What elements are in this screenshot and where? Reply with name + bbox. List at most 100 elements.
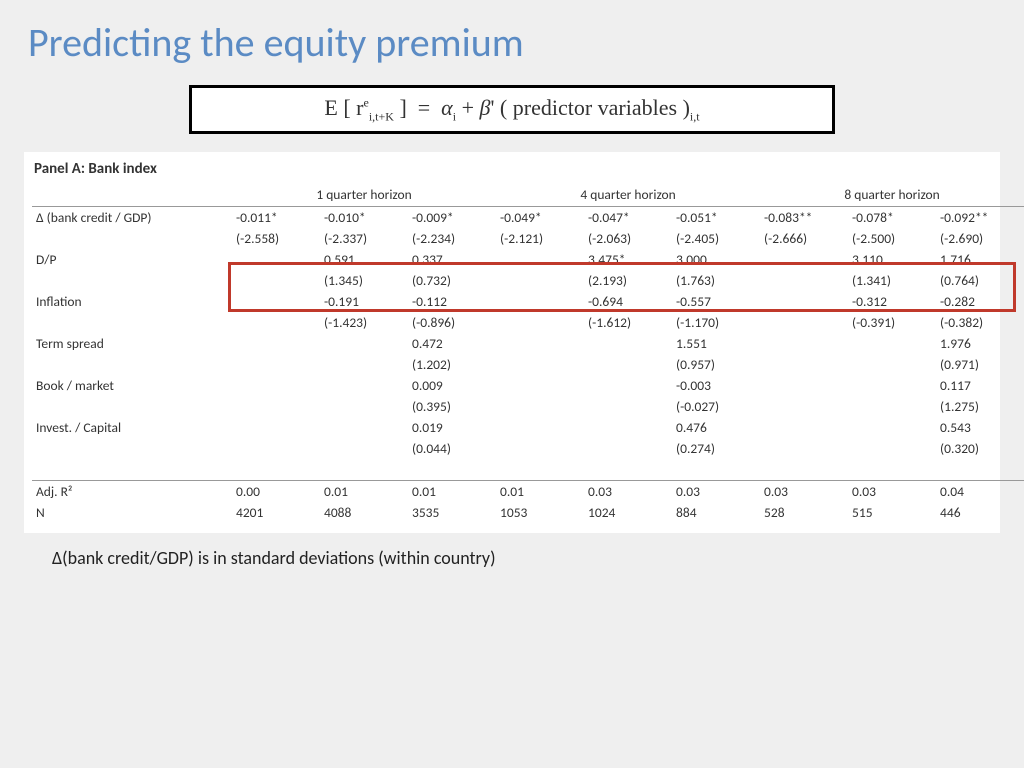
tstat-cell xyxy=(232,438,320,459)
adjr2-cell: 0.03 xyxy=(672,481,760,503)
coef-cell xyxy=(760,375,848,396)
n-cell: 1024 xyxy=(584,502,672,523)
column-group-headers: 1 quarter horizon4 quarter horizon8 quar… xyxy=(32,184,1024,207)
coef-cell: 1.551 xyxy=(672,333,760,354)
tstat-cell: (-2.500) xyxy=(848,228,936,249)
table-row-tstat: (1.202) (0.957) (0.971) xyxy=(32,354,1024,375)
coef-cell: -0.049* xyxy=(496,207,584,229)
coef-cell: 0.543 xyxy=(936,417,1024,438)
table-row-tstat: (1.345)(0.732) (2.193)(1.763) (1.341)(0.76… xyxy=(32,270,1024,291)
adj-r2-row: Adj. R²0.000.010.010.010.030.030.030.030… xyxy=(32,481,1024,503)
tstat-cell: (-1.423) xyxy=(320,312,408,333)
coef-cell xyxy=(848,417,936,438)
tstat-cell xyxy=(760,312,848,333)
results-table-container: Panel A: Bank index 1 quarter horizon4 q… xyxy=(24,152,1000,533)
coef-cell: -0.047* xyxy=(584,207,672,229)
table-row: D/P0.5910.3373.475*3.0003.1101.716 xyxy=(32,249,1024,270)
tstat-cell: (0.732) xyxy=(408,270,496,291)
tstat-cell xyxy=(848,396,936,417)
tstat-cell: (1.345) xyxy=(320,270,408,291)
n-cell: 884 xyxy=(672,502,760,523)
coef-cell: -0.003 xyxy=(672,375,760,396)
tstat-cell: (0.971) xyxy=(936,354,1024,375)
tstat-cell: (0.395) xyxy=(408,396,496,417)
coef-cell: 0.476 xyxy=(672,417,760,438)
coef-cell xyxy=(760,249,848,270)
row-label: Term spread xyxy=(32,333,232,354)
tstat-cell: (0.274) xyxy=(672,438,760,459)
coef-cell xyxy=(232,249,320,270)
adjr2-cell: 0.01 xyxy=(320,481,408,503)
tstat-cell: (-2.690) xyxy=(936,228,1024,249)
tstat-cell: (0.320) xyxy=(936,438,1024,459)
tstat-cell: (-0.027) xyxy=(672,396,760,417)
adjr2-cell: 0.03 xyxy=(848,481,936,503)
coef-cell xyxy=(760,417,848,438)
row-label: Δ (bank credit / GDP) xyxy=(32,207,232,229)
tstat-cell: (1.341) xyxy=(848,270,936,291)
n-cell: 528 xyxy=(760,502,848,523)
tstat-cell: (-2.405) xyxy=(672,228,760,249)
coef-cell xyxy=(320,375,408,396)
table-row: Inflation-0.191-0.112-0.694-0.557-0.312-… xyxy=(32,291,1024,312)
results-table: 1 quarter horizon4 quarter horizon8 quar… xyxy=(32,184,1024,523)
coef-cell: -0.009* xyxy=(408,207,496,229)
tstat-cell xyxy=(584,354,672,375)
table-row-tstat: (0.395)(-0.027)(1.275) xyxy=(32,396,1024,417)
tstat-cell xyxy=(320,396,408,417)
coef-cell: 1.716 xyxy=(936,249,1024,270)
tstat-cell xyxy=(848,354,936,375)
tstat-cell: (-2.063) xyxy=(584,228,672,249)
tstat-cell: (0.044) xyxy=(408,438,496,459)
tstat-cell xyxy=(496,354,584,375)
n-cell: 515 xyxy=(848,502,936,523)
coef-cell: -0.083** xyxy=(760,207,848,229)
tstat-cell xyxy=(848,438,936,459)
tstat-cell xyxy=(496,312,584,333)
coef-cell xyxy=(760,333,848,354)
tstat-cell: (0.957) xyxy=(672,354,760,375)
coef-cell xyxy=(584,333,672,354)
tstat-cell xyxy=(760,438,848,459)
coef-cell: -0.282 xyxy=(936,291,1024,312)
tstat-cell: (1.202) xyxy=(408,354,496,375)
tstat-cell xyxy=(584,396,672,417)
coef-cell xyxy=(496,249,584,270)
table-row: Invest. / Capital0.0190.4760.543 xyxy=(32,417,1024,438)
coef-cell: 0.337 xyxy=(408,249,496,270)
coef-cell xyxy=(232,375,320,396)
tstat-cell: (-0.382) xyxy=(936,312,1024,333)
tstat-cell xyxy=(760,270,848,291)
coef-cell xyxy=(760,291,848,312)
tstat-cell: (-2.558) xyxy=(232,228,320,249)
tstat-cell: (-2.337) xyxy=(320,228,408,249)
coef-cell: 0.019 xyxy=(408,417,496,438)
tstat-cell xyxy=(320,438,408,459)
footnote: Δ(bank credit/GDP) is in standard deviat… xyxy=(52,547,1000,569)
n-cell: 3535 xyxy=(408,502,496,523)
tstat-cell: (2.193) xyxy=(584,270,672,291)
tstat-cell: (0.764) xyxy=(936,270,1024,291)
coef-cell: -0.312 xyxy=(848,291,936,312)
adjr2-cell: 0.04 xyxy=(936,481,1024,503)
table-row-tstat: (0.044) (0.274) (0.320) xyxy=(32,438,1024,459)
coef-cell xyxy=(584,375,672,396)
tstat-cell: (-0.391) xyxy=(848,312,936,333)
tstat-cell: (1.763) xyxy=(672,270,760,291)
row-label: D/P xyxy=(32,249,232,270)
coef-cell: -0.694 xyxy=(584,291,672,312)
tstat-cell: (-1.612) xyxy=(584,312,672,333)
adjr2-cell: 0.00 xyxy=(232,481,320,503)
equation: E [ rei,t+K ] = αi + β' ( predictor vari… xyxy=(324,95,699,120)
adjr2-cell: 0.03 xyxy=(760,481,848,503)
tstat-cell: (-2.121) xyxy=(496,228,584,249)
n-cell: 1053 xyxy=(496,502,584,523)
tstat-cell: (-1.170) xyxy=(672,312,760,333)
coef-cell xyxy=(496,375,584,396)
coef-cell: -0.011* xyxy=(232,207,320,229)
coef-cell: -0.191 xyxy=(320,291,408,312)
table-row: Term spread0.4721.5511.976 xyxy=(32,333,1024,354)
table-row-tstat: (-1.423)(-0.896)(-1.612)(-1.170)(-0.391)… xyxy=(32,312,1024,333)
panel-title: Panel A: Bank index xyxy=(32,158,992,184)
table-row: Book / market0.009-0.0030.117 xyxy=(32,375,1024,396)
